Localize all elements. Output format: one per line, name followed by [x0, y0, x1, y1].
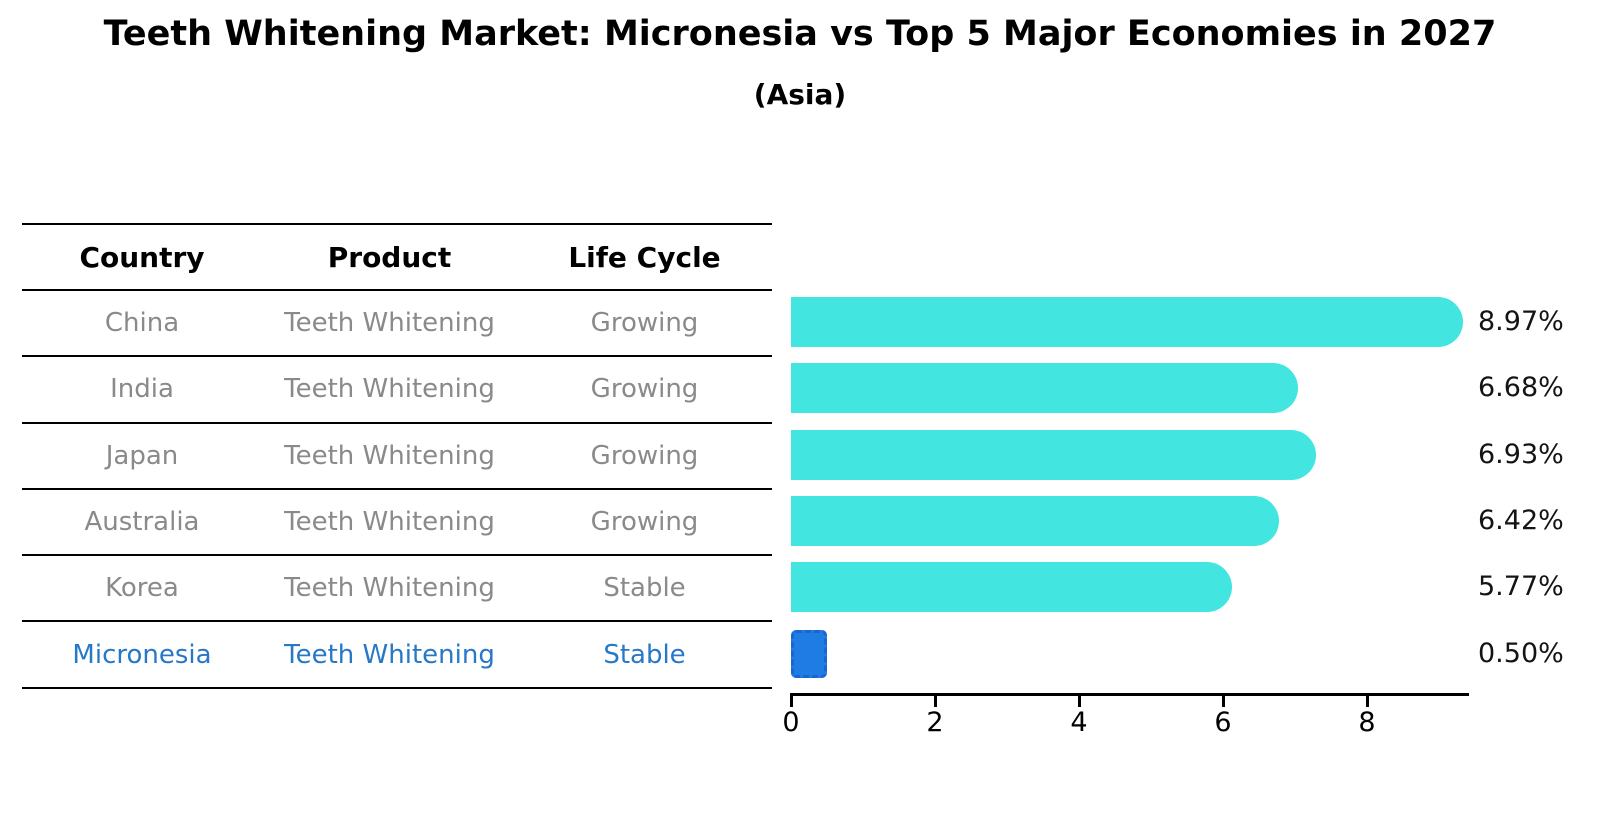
- x-axis-line: [790, 693, 1469, 696]
- cell-country: Japan: [105, 440, 179, 471]
- x-tick-label: 2: [926, 707, 944, 738]
- cell-country: Korea: [105, 573, 179, 604]
- x-tick-mark: [1077, 696, 1081, 707]
- bar-korea: [791, 562, 1233, 613]
- bar-value-label: 8.97%: [1478, 306, 1564, 337]
- x-tick-label: 6: [1214, 707, 1232, 738]
- table-row-china: China Teeth Whitening Growing: [22, 291, 772, 358]
- bar-value-label: 6.68%: [1478, 372, 1564, 404]
- bar-japan: [791, 429, 1316, 480]
- x-tick-label: 0: [782, 707, 800, 738]
- cell-lifecycle: Stable: [603, 573, 686, 604]
- cell-product: Teeth Whitening: [284, 507, 495, 538]
- cell-lifecycle: Stable: [603, 639, 686, 670]
- bar-row: 6.93%: [791, 422, 1596, 488]
- bar-micronesia: [791, 629, 827, 678]
- country-table: Country Product Life Cycle China Teeth W…: [22, 223, 772, 689]
- cell-product: Teeth Whitening: [284, 308, 495, 339]
- cell-product: Teeth Whitening: [284, 573, 495, 604]
- chart-title: Teeth Whitening Market: Micronesia vs To…: [103, 14, 1497, 54]
- bar-value-label: 5.77%: [1478, 571, 1564, 603]
- table-row-micronesia: Micronesia Teeth Whitening Stable: [22, 622, 772, 689]
- cell-lifecycle: Growing: [590, 308, 699, 339]
- table-row-australia: Australia Teeth Whitening Growing: [22, 490, 772, 557]
- bar-row: 6.42%: [791, 488, 1596, 554]
- cell-lifecycle: Growing: [590, 507, 699, 538]
- cell-lifecycle: Growing: [590, 374, 699, 405]
- column-header-product: Product: [327, 240, 452, 274]
- cell-country: Micronesia: [72, 639, 212, 670]
- cell-country: Australia: [84, 507, 200, 538]
- bar-row: 5.77%: [791, 554, 1596, 620]
- x-tick-mark: [1221, 696, 1225, 707]
- bar-value-label: 6.42%: [1478, 504, 1564, 536]
- table-row-india: India Teeth Whitening Growing: [22, 357, 772, 424]
- bar-australia: [791, 495, 1280, 546]
- bar-india: [791, 363, 1298, 414]
- column-header-lifecycle: Life Cycle: [568, 240, 721, 274]
- x-tick-mark: [789, 696, 793, 707]
- x-tick-mark: [1365, 696, 1369, 707]
- bar-china: [791, 297, 1463, 347]
- table-row-japan: Japan Teeth Whitening Growing: [22, 424, 772, 490]
- bar-row: 8.97%: [791, 289, 1596, 355]
- bar-row: 0.50%: [791, 621, 1596, 687]
- column-header-country: Country: [79, 240, 205, 274]
- cell-product: Teeth Whitening: [284, 440, 495, 471]
- cell-lifecycle: Growing: [590, 440, 699, 471]
- bar-chart-area: 8.97% 6.68% 6.93% 6.42% 5.77% 0.50%: [791, 289, 1596, 687]
- cell-product: Teeth Whitening: [284, 374, 495, 405]
- bar-row: 6.68%: [791, 355, 1596, 421]
- x-tick-label: 8: [1358, 707, 1376, 738]
- chart-subtitle: (Asia): [753, 78, 847, 111]
- bar-value-label: 6.93%: [1478, 438, 1564, 470]
- cell-product: Teeth Whitening: [284, 639, 495, 670]
- cell-country: China: [104, 308, 180, 339]
- x-tick-mark: [933, 696, 937, 707]
- table-header-row: Country Product Life Cycle: [22, 225, 772, 291]
- cell-country: India: [110, 374, 174, 405]
- table-row-korea: Korea Teeth Whitening Stable: [22, 556, 772, 623]
- x-tick-label: 4: [1070, 707, 1088, 738]
- bar-value-label: 0.50%: [1478, 637, 1564, 669]
